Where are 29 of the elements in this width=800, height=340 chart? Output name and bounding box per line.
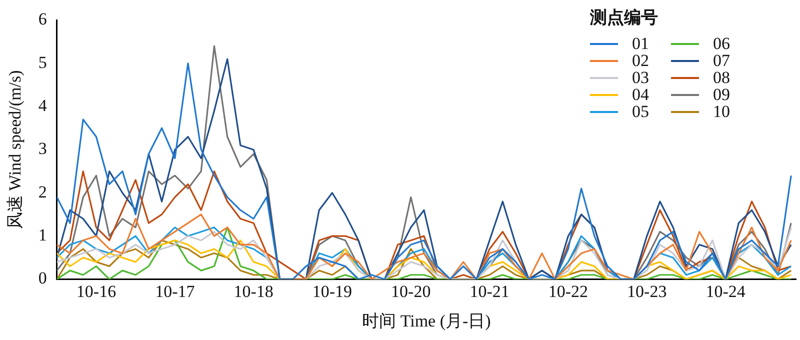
x-axis-title: 时间 Time (月-日) [362,311,491,330]
x-tick-label: 10-21 [470,282,510,301]
x-tick-label: 10-24 [706,282,746,301]
x-tick-label: 10-23 [627,282,667,301]
x-tick-label: 10-20 [391,282,431,301]
x-tick-label: 10-18 [234,282,274,301]
legend-label: 04 [632,84,649,104]
y-tick-label: 1 [38,226,47,244]
x-tick-label: 10-16 [76,282,116,301]
legend-label: 08 [713,68,730,88]
legend-label: 10 [713,102,730,122]
legend-label: 06 [713,34,730,54]
legend-label: 09 [713,84,730,104]
legend-title: 测点编号 [590,7,659,29]
y-tick-label: 5 [38,52,47,72]
y-axis-title: 风速 Wind speed/(m/s) [6,70,25,230]
legend-label: 07 [713,50,730,70]
legend-label: 02 [632,50,649,70]
legend-label: 01 [632,34,649,54]
y-tick-label: 4 [38,96,48,115]
y-tick-label: 6 [38,10,47,29]
x-tick-label: 10-22 [548,282,588,301]
x-tick-label: 10-19 [312,282,352,301]
x-tick-label: 10-17 [155,282,196,301]
y-tick-label: 3 [38,139,47,158]
legend-label: 03 [632,68,649,88]
y-tick-label: 0 [38,268,47,288]
legend-label: 05 [632,102,649,122]
y-tick-label: 2 [38,182,47,202]
